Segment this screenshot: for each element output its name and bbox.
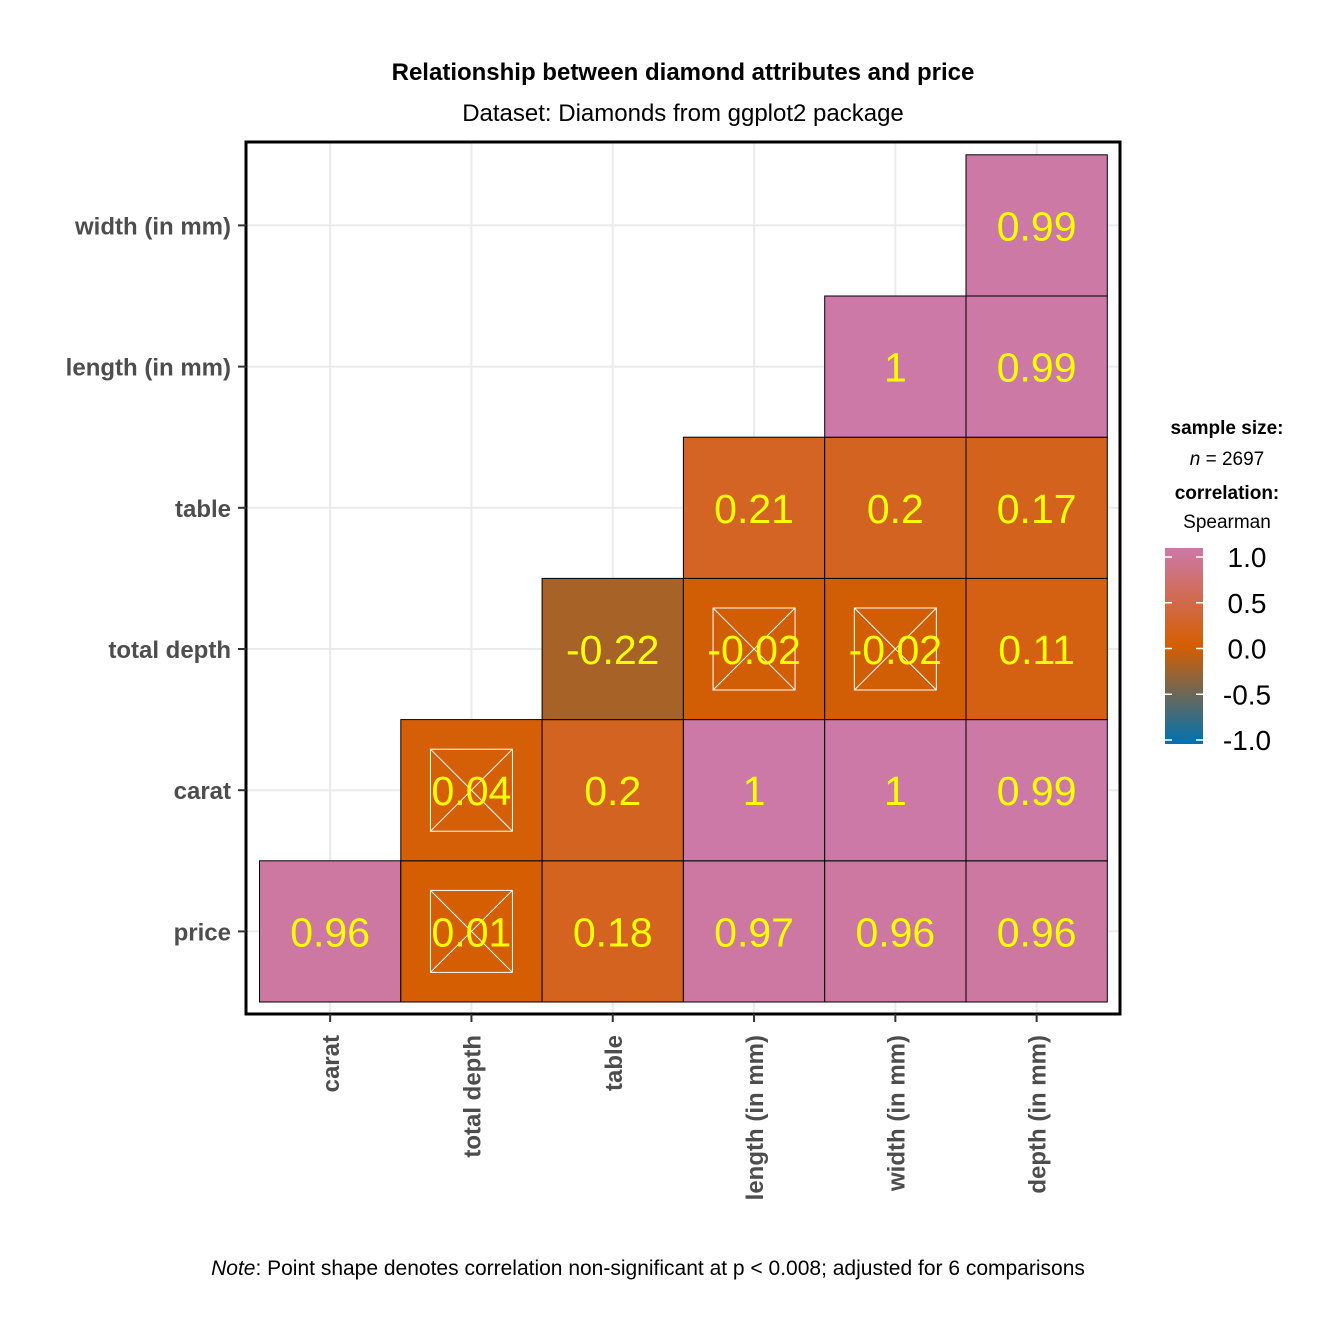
heatmap-cell [965,860,1108,1003]
cell-value-label: 1 [884,345,907,391]
cell-value-label: 0.97 [714,909,794,955]
non-significant-marker [429,889,513,973]
non-significant-marker [712,607,796,691]
heatmap-cell [682,860,826,1003]
heatmap-cell [541,577,684,721]
cell-value-label: 0.2 [867,486,924,532]
legend-tick-label: -1.0 [1223,725,1271,756]
y-tick-label: carat [174,778,231,805]
y-tick-label: table [175,496,231,523]
x-tick-label: table [601,1035,628,1091]
cell-value-label: -0.02 [849,627,942,673]
legend-n-value: = 2697 [1206,449,1265,470]
chart-subtitle: Dataset: Diamonds from ggplot2 package [462,100,904,127]
legend-tick-label: -0.5 [1223,679,1271,710]
non-significant-marker [429,748,513,832]
cell-value-label: 0.99 [997,203,1077,249]
legend-n-label: n = 2697 [1190,449,1265,470]
y-tick-label: price [174,919,231,946]
cell-value-label: 0.96 [855,909,935,955]
legend-correlation-title: correlation: [1175,483,1280,504]
heatmap-cell [541,719,684,862]
heatmap-cell [965,436,1108,579]
heatmap-cell [824,436,967,579]
cell-value-label: 0.04 [432,768,512,814]
heatmap-cell [965,719,1108,862]
legend-sample-size-title: sample size: [1171,418,1284,439]
non-significant-marker [853,607,937,691]
heatmap-cell [965,154,1108,297]
legend-tick-label: 0.0 [1228,634,1267,665]
heatmap-cell [259,860,402,1003]
cell-value-label: 0.96 [290,909,370,955]
heatmap-cells: 0.96 0.01 0.18 0.97 0.96 0.960.04 0.2 1 1 0.99-0.… [259,154,1108,1003]
cell-value-label: 0.99 [997,345,1077,391]
x-tick-label: carat [318,1035,345,1092]
heatmap-cell [824,295,967,438]
legend-colorbar [1165,548,1203,744]
legend-n-symbol: n [1190,449,1201,470]
heatmap-cell [682,436,826,579]
cell-value-label: 0.17 [997,486,1077,532]
caption: Note: Point shape denotes correlation no… [211,1257,1085,1280]
non-significant-marker-line [853,607,937,691]
chart-title: Relationship between diamond attributes … [392,59,975,86]
cell-value-label: 0.01 [432,909,512,955]
cell-value-label: 0.99 [997,768,1077,814]
cell-value-label: -0.02 [707,627,800,673]
heatmap-cell [965,577,1108,721]
caption-note: Note [211,1257,255,1280]
cell-value-label: 0.96 [997,909,1077,955]
non-significant-marker-line [430,890,513,973]
legend-tick-label: 1.0 [1228,542,1267,573]
heatmap-cell [824,860,967,1003]
x-tick-label: total depth [459,1035,486,1158]
y-tick-label: width (in mm) [74,213,231,240]
caption-text: : Point shape denotes correlation non-si… [255,1257,1084,1280]
legend: sample size: n = 2697 correlation: Spear… [1165,418,1284,756]
heatmap-cell [541,860,684,1003]
cell-value-label: 1 [743,768,766,814]
cell-value-label: 0.21 [714,486,794,532]
non-significant-marker-line [712,607,796,691]
heatmap-cell [824,719,967,862]
x-tick-label: width (in mm) [883,1035,910,1192]
cell-value-label: -0.22 [566,627,659,673]
non-significant-marker-line [430,748,513,832]
panel-border [244,140,1122,1016]
x-tick-label: length (in mm) [742,1035,769,1200]
cell-value-label: 0.2 [584,768,641,814]
cell-value-label: 0.11 [998,627,1075,673]
legend-tick-label: 0.5 [1228,588,1267,619]
legend-method: Spearman [1183,512,1271,533]
cell-value-label: 0.18 [573,909,653,955]
heatmap-cell [682,719,826,862]
y-tick-label: total depth [108,637,231,664]
y-tick-label: length (in mm) [66,355,231,382]
heatmap-cell [965,295,1108,438]
axes: price carat total depth table length (in mm)… [66,213,1052,1200]
x-tick-label: depth (in mm) [1025,1035,1052,1194]
legend-ticks: 1.0 0.5 0.0 -0.5 -1.0 [1165,542,1271,756]
cell-value-label: 1 [884,768,907,814]
